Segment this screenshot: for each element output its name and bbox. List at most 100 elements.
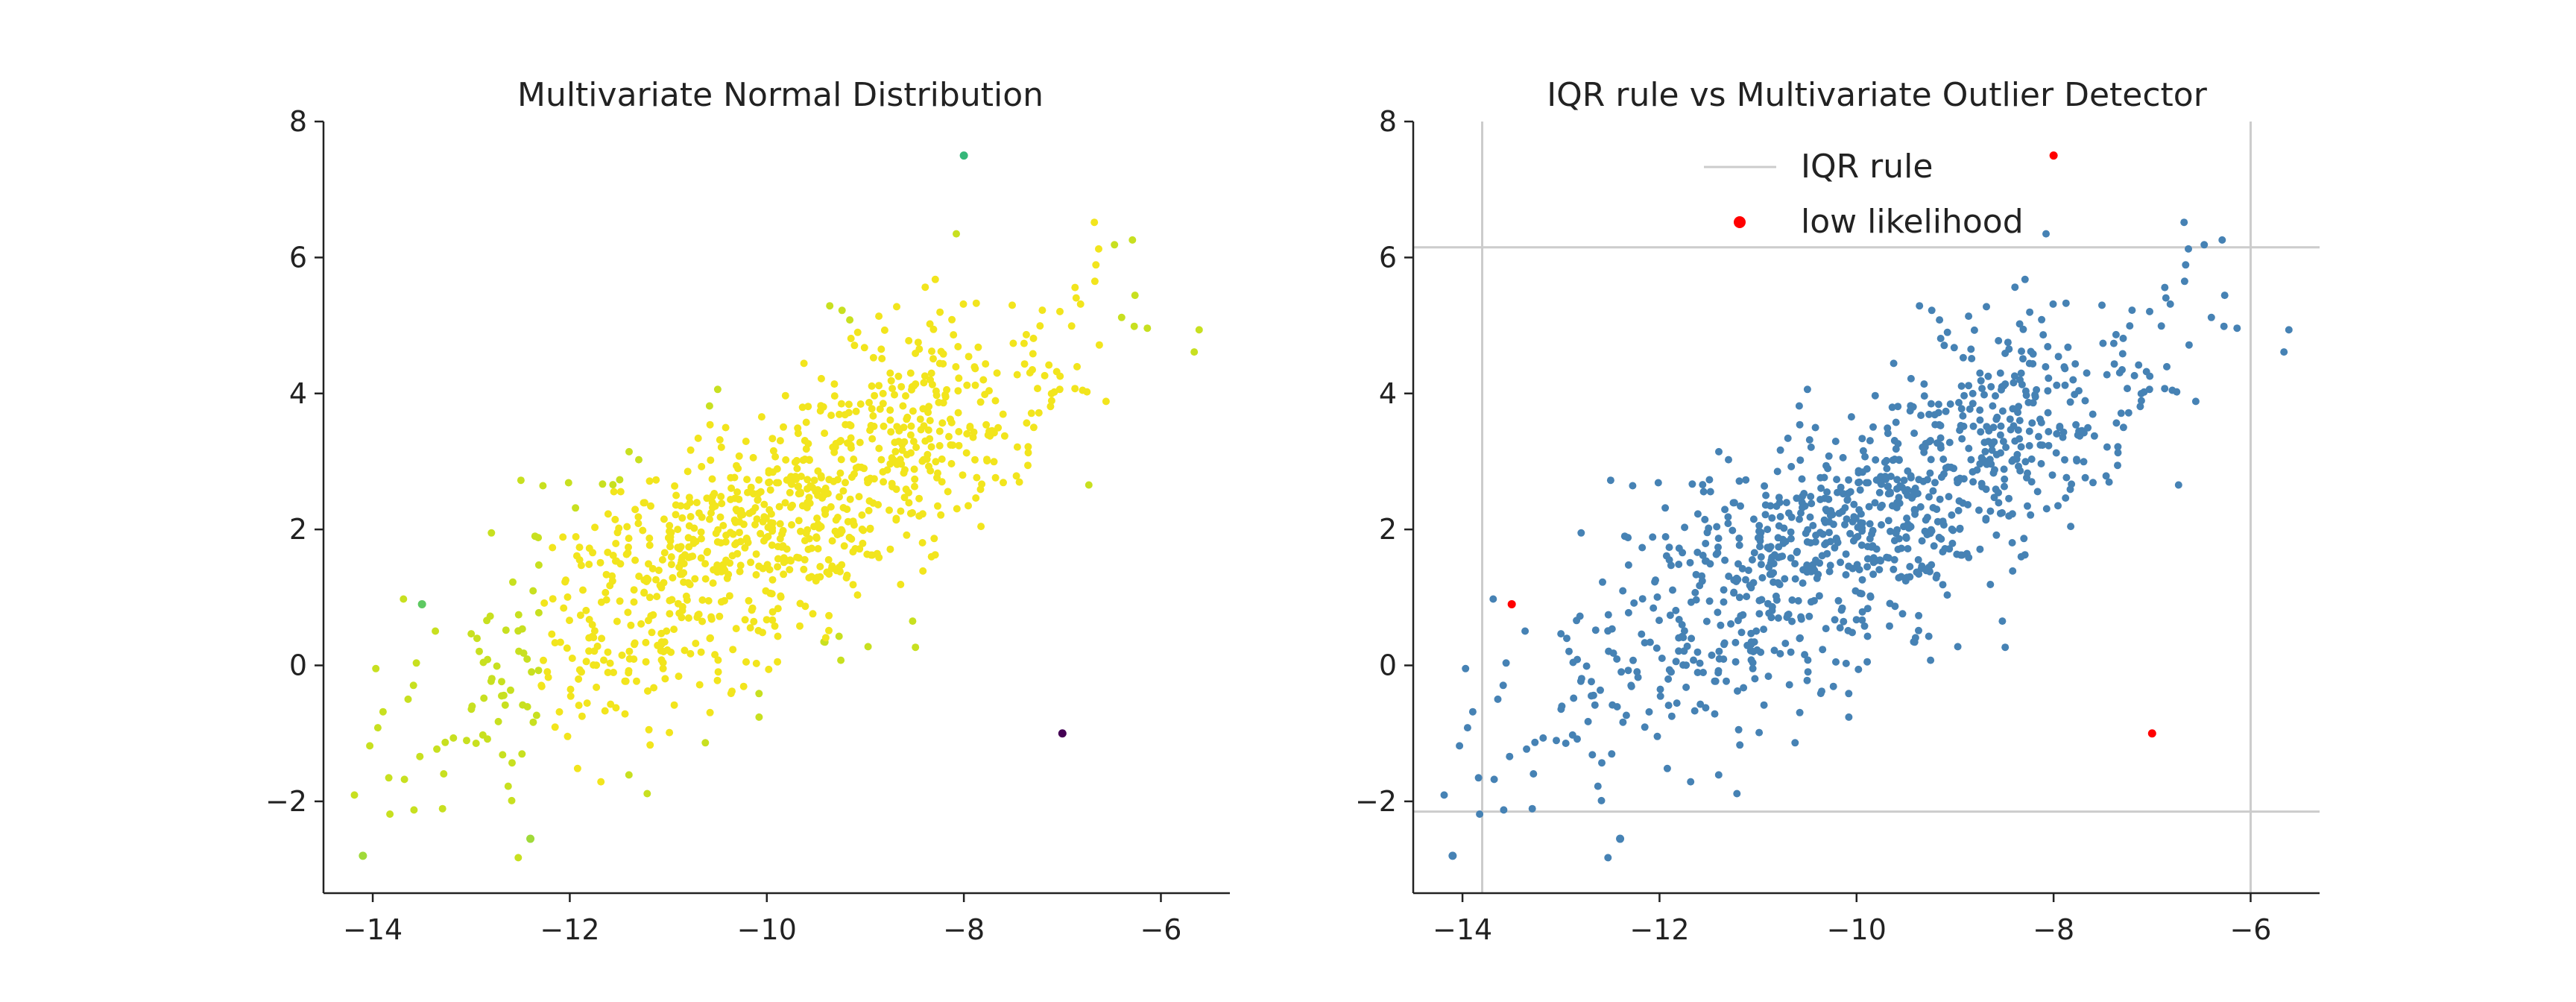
data-point	[970, 363, 979, 371]
data-point	[1793, 494, 1801, 502]
y-tick-label: 4	[1379, 377, 1397, 410]
data-point	[727, 496, 735, 503]
data-point	[1692, 570, 1700, 579]
data-point	[1750, 549, 1758, 557]
data-point	[1875, 488, 1884, 497]
data-point	[1714, 771, 1723, 779]
data-point	[609, 552, 617, 559]
data-point	[2027, 478, 2036, 486]
data-point	[1781, 575, 1789, 583]
data-point	[627, 621, 635, 629]
data-point	[828, 562, 836, 570]
data-point	[604, 669, 612, 676]
data-point	[686, 552, 695, 561]
data-point	[1715, 447, 1723, 456]
data-point	[1724, 513, 1732, 521]
data-point	[971, 381, 979, 389]
data-point	[983, 456, 991, 464]
data-point	[810, 476, 818, 485]
data-point	[891, 447, 900, 456]
data-point	[1675, 616, 1683, 623]
data-point	[1708, 651, 1716, 659]
data-point	[1933, 517, 1942, 526]
data-point	[646, 741, 654, 749]
x-tick-label: −6	[2229, 913, 2271, 946]
data-point	[616, 597, 624, 605]
data-point	[1617, 668, 1626, 676]
data-point	[1463, 724, 1471, 732]
data-point	[786, 566, 794, 574]
data-point	[2114, 449, 2122, 457]
data-point	[1681, 523, 1689, 532]
data-point	[1954, 643, 1962, 651]
data-point	[836, 410, 843, 418]
data-point	[1963, 549, 1971, 558]
data-point	[850, 341, 859, 350]
data-point	[959, 471, 967, 479]
data-point	[1991, 466, 1998, 474]
data-point	[953, 230, 960, 238]
data-point	[2073, 456, 2080, 464]
data-point	[804, 545, 812, 553]
data-point	[1839, 453, 1847, 461]
data-point	[742, 438, 750, 445]
data-point	[777, 593, 785, 601]
data-point	[750, 617, 758, 626]
data-point	[1678, 632, 1686, 640]
data-point	[727, 484, 736, 492]
data-point	[684, 534, 692, 542]
data-point	[1669, 586, 1676, 594]
data-point	[705, 402, 713, 410]
data-point	[1913, 568, 1921, 576]
data-point	[652, 476, 660, 484]
data-point	[1925, 493, 1933, 501]
data-point	[2044, 409, 2052, 417]
data-point	[801, 555, 809, 564]
data-point	[526, 834, 535, 843]
data-point	[1528, 804, 1536, 813]
data-point	[935, 441, 944, 450]
data-point	[701, 739, 710, 747]
data-point	[1675, 561, 1683, 568]
data-point	[1903, 514, 1911, 523]
data-point	[752, 659, 760, 667]
data-point	[449, 734, 458, 742]
data-point	[1588, 678, 1595, 686]
data-point	[647, 502, 654, 510]
data-point	[963, 429, 971, 438]
data-point	[1649, 533, 1657, 541]
data-point	[927, 552, 935, 561]
data-point	[752, 571, 760, 579]
data-point	[1638, 543, 1647, 552]
data-point	[672, 501, 680, 509]
data-point	[1679, 661, 1688, 669]
data-point	[835, 632, 843, 640]
data-point	[1662, 552, 1670, 560]
data-point	[1730, 499, 1738, 507]
data-point	[1627, 681, 1635, 690]
data-point	[2039, 331, 2048, 339]
data-point	[1729, 526, 1737, 535]
data-point	[2114, 461, 2121, 470]
data-point	[1943, 328, 1951, 336]
data-point	[467, 705, 476, 713]
data-point	[927, 369, 935, 377]
y-tick-label: 6	[1379, 241, 1397, 274]
data-point	[2045, 374, 2053, 382]
data-point	[931, 275, 939, 283]
data-point	[1787, 462, 1796, 470]
data-point	[1927, 437, 1934, 444]
data-point	[1663, 764, 1671, 772]
data-point	[1456, 742, 1464, 750]
data-point	[1597, 686, 1604, 694]
data-point	[1047, 397, 1055, 405]
data-point	[1723, 677, 1730, 685]
data-point	[1939, 456, 1948, 463]
data-point	[585, 647, 593, 655]
data-point	[755, 690, 763, 698]
data-point	[2098, 301, 2106, 309]
data-point	[1672, 658, 1680, 666]
data-point	[366, 742, 374, 750]
data-point	[1776, 513, 1784, 520]
data-point	[2068, 480, 2076, 488]
